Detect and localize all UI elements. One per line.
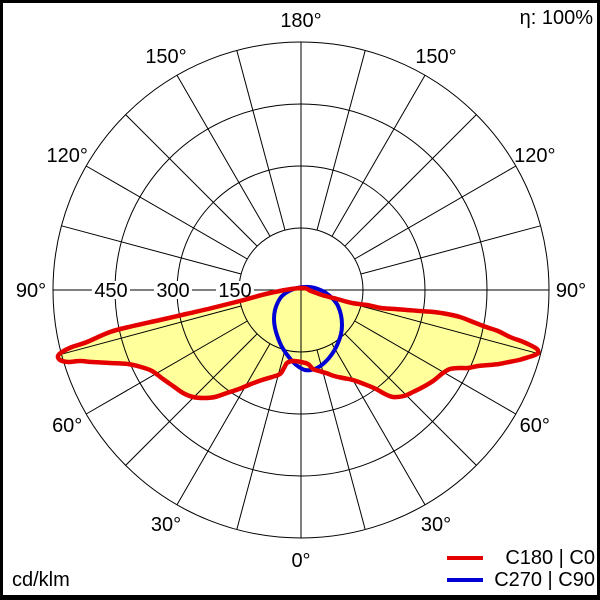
- grid-radial-line: [360, 305, 541, 355]
- radial-tick-bg: [216, 281, 255, 299]
- radial-tick-label-450: 450: [94, 280, 127, 302]
- grid-radial-line: [85, 165, 248, 260]
- grid-radial-line: [331, 74, 426, 237]
- angle-label-60-left: 60°: [52, 415, 82, 437]
- angle-label-150-right: 150°: [415, 46, 456, 68]
- angle-label-30-right: 30°: [421, 514, 451, 536]
- grid-radial-line: [354, 165, 517, 260]
- grid-radial-line: [236, 50, 286, 231]
- grid-radial-line: [61, 305, 242, 355]
- angle-label-60-right: 60°: [520, 415, 550, 437]
- grid-radial-line: [316, 349, 366, 530]
- grid-radial-line: [360, 225, 541, 275]
- grid-radial-line: [85, 320, 248, 415]
- grid-radial-line: [176, 343, 271, 506]
- legend-label-c180-c0: C180 | C0: [505, 547, 595, 569]
- radial-tick-bg: [154, 281, 193, 299]
- angle-label-180-center: 180°: [280, 10, 321, 32]
- grid-radial-line: [344, 333, 477, 466]
- c270-c90-filled-area: [274, 286, 342, 371]
- legend-item-c270-c90: C270 | C90: [447, 570, 595, 590]
- grid-radial-line: [316, 50, 366, 231]
- angle-label-150-left: 150°: [145, 46, 186, 68]
- radial-tick-bg: [92, 281, 131, 299]
- unit-label: cd/klm: [12, 569, 70, 591]
- grid-radial-line: [61, 225, 242, 275]
- grid-radial-line: [236, 349, 286, 530]
- radial-tick-label-150: 150: [218, 280, 251, 302]
- grid-radial-line: [125, 333, 258, 466]
- angle-label-90-right: 90°: [556, 280, 586, 302]
- angle-label-120-left: 120°: [47, 145, 88, 167]
- light-output-ratio-label: η: 100%: [519, 7, 593, 29]
- grid-radial-line: [125, 114, 258, 247]
- radial-tick-label-300: 300: [156, 280, 189, 302]
- grid-radial-line: [176, 74, 271, 237]
- angle-label-30-left: 30°: [151, 514, 181, 536]
- angle-label-0-center: 0°: [291, 550, 310, 572]
- grid-radial-line: [344, 114, 477, 247]
- grid-radial-line: [354, 320, 517, 415]
- c180-c0-curve: [55, 285, 541, 401]
- angle-label-90-left: 90°: [16, 280, 46, 302]
- angle-label-120-right: 120°: [514, 145, 555, 167]
- legend-item-c180-c0: C180 | C0: [447, 548, 595, 568]
- legend-swatch-blue-line: [447, 578, 483, 582]
- legend-label-c270-c90: C270 | C90: [494, 569, 595, 591]
- grid-radial-line: [331, 343, 426, 506]
- legend-swatch-red-line: [447, 556, 483, 560]
